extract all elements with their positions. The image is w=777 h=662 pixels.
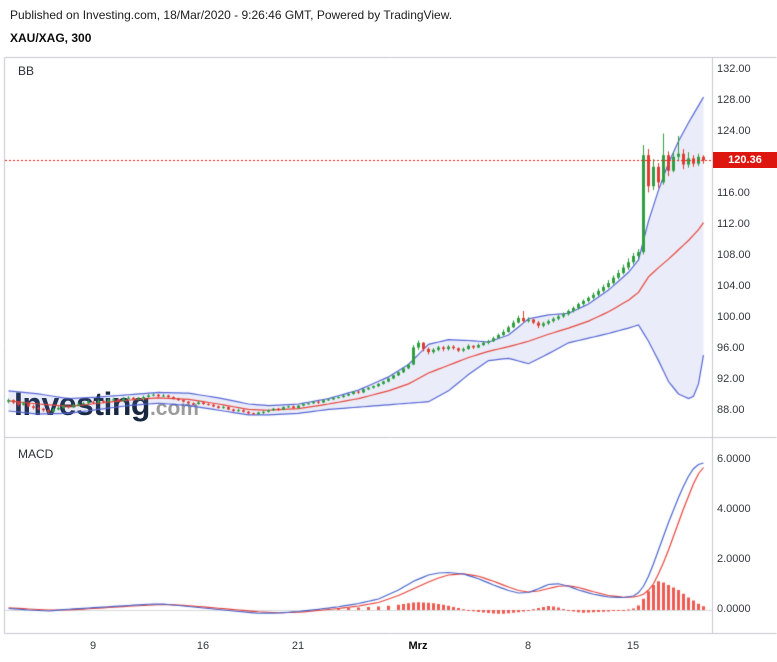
- last-price-tag: 120.36: [713, 152, 777, 169]
- symbol-title: XAU/XAG, 300: [10, 31, 92, 45]
- bb-indicator-label: BB: [18, 64, 35, 78]
- header: Published on Investing.com, 18/Mar/2020 …: [10, 8, 452, 45]
- published-caption: Published on Investing.com, 18/Mar/2020 …: [10, 8, 453, 22]
- last-price-value: 120.36: [728, 154, 762, 167]
- macd-indicator-label: MACD: [18, 447, 54, 461]
